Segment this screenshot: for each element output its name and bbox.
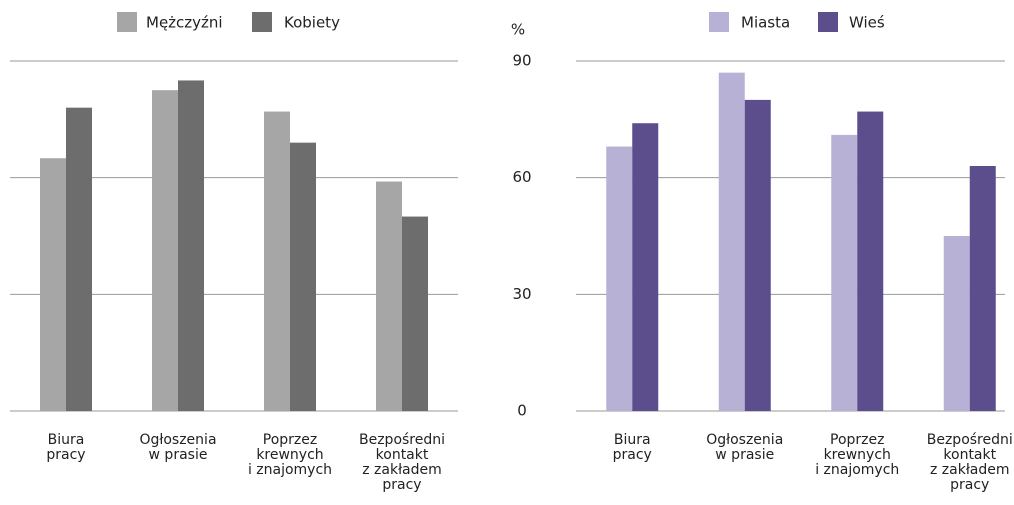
x-tick-label: Bezpośredni kontakt z zakładem pracy	[927, 432, 1013, 493]
bar	[402, 216, 428, 411]
bar	[152, 90, 178, 412]
x-tick-label: Ogłoszenia w prasie	[139, 432, 216, 463]
legend-swatch	[252, 12, 272, 32]
y-tick-label: 0	[517, 402, 527, 420]
bar	[857, 111, 884, 412]
x-tick-label: Biura pracy	[613, 432, 652, 463]
bar	[376, 181, 402, 411]
bar	[943, 236, 970, 411]
y-tick-label: 30	[512, 285, 531, 303]
y-unit: %	[511, 21, 525, 39]
x-tick-label: Poprzez krewnych i znajomych	[248, 432, 332, 478]
legend-swatch	[818, 12, 838, 32]
bar	[66, 107, 92, 412]
legend-label: Mężczyźni	[146, 14, 223, 32]
legend-label: Wieś	[849, 14, 885, 32]
bar	[831, 134, 858, 411]
bar	[290, 142, 316, 411]
legend-swatch	[117, 12, 137, 32]
bar	[718, 72, 745, 412]
bar	[178, 80, 204, 411]
bar	[744, 99, 771, 411]
bar	[264, 111, 290, 412]
x-tick-label: Biura pracy	[46, 432, 85, 463]
y-tick-label: 90	[512, 52, 531, 70]
x-tick-label: Ogłoszenia w prasie	[706, 432, 783, 463]
y-tick-label: 60	[512, 168, 531, 186]
legend-label: Kobiety	[284, 14, 340, 32]
legend-label: Miasta	[741, 14, 790, 32]
bar	[632, 123, 659, 411]
bar	[606, 146, 633, 412]
x-tick-label: Poprzez krewnych i znajomych	[815, 432, 899, 478]
bar	[40, 158, 66, 411]
x-tick-label: Bezpośredni kontakt z zakładem pracy	[359, 432, 445, 493]
bar	[969, 166, 996, 411]
legend-swatch	[709, 12, 729, 32]
